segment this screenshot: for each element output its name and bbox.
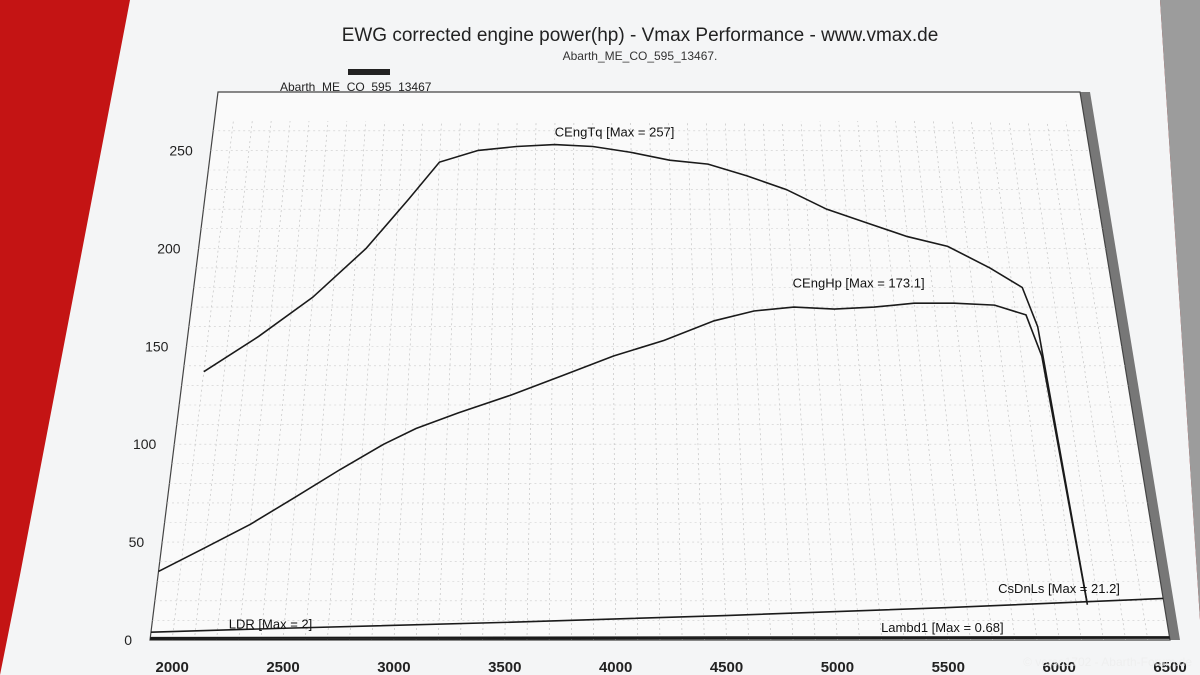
grid-line-x xyxy=(327,121,367,641)
series-label: CsDnLs [Max = 21.2] xyxy=(998,581,1120,596)
grid-line-x xyxy=(743,121,772,641)
grid-line-x xyxy=(876,121,927,641)
x-tick-label: 5500 xyxy=(932,659,965,675)
grid-line-x xyxy=(304,121,348,641)
x-tick-label: 6000 xyxy=(1042,659,1075,675)
grid xyxy=(152,120,1167,641)
grid-line-x xyxy=(171,121,234,641)
grid-line-x xyxy=(282,121,329,641)
plot-shadow xyxy=(1080,92,1180,640)
grid-line-x xyxy=(571,121,575,641)
x-tick-label: 3500 xyxy=(488,659,521,675)
series-line xyxy=(150,637,1170,640)
grid-line-x xyxy=(194,121,253,641)
grid-line-x xyxy=(504,121,518,641)
grid-line-x xyxy=(393,121,423,641)
x-tick-label: 4000 xyxy=(599,659,632,675)
grid-line-x xyxy=(460,121,480,641)
grid-line-x xyxy=(895,121,949,641)
y-axis: 0 50 100 150 200 250 xyxy=(124,142,193,648)
grid-line-x xyxy=(260,121,310,641)
y-tick-label: 50 xyxy=(129,534,145,550)
series-label: LDR [Max = 2] xyxy=(229,616,312,631)
x-tick-label: 2500 xyxy=(266,659,299,675)
series-line xyxy=(203,143,1088,601)
legend-swatch xyxy=(348,69,390,75)
series-label: CEngTq [Max = 257] xyxy=(555,125,675,140)
x-tick-label: 5000 xyxy=(821,659,854,675)
grid-line-x xyxy=(415,121,442,641)
y-tick-label: 150 xyxy=(145,338,169,354)
x-tick-label: 4500 xyxy=(710,659,743,675)
grid-line-x xyxy=(838,121,883,641)
grid-line-x xyxy=(989,121,1060,641)
grid-line-x xyxy=(482,121,499,641)
grid-line-x xyxy=(933,121,993,641)
x-tick-label: 2000 xyxy=(155,659,188,675)
series-label: Lambd1 [Max = 0.68] xyxy=(881,620,1004,635)
series-layer xyxy=(150,143,1170,640)
grid-line-x xyxy=(668,121,683,641)
x-axis: 2000 2500 3000 3500 4000 4500 5000 5500 6000 6500 xyxy=(155,659,1186,675)
grid-line-x xyxy=(630,121,639,641)
grid-line-x xyxy=(238,121,291,641)
series-line xyxy=(150,597,1164,633)
grid-line-x xyxy=(970,121,1038,641)
grid-line-x xyxy=(952,121,1016,641)
grid-line-x xyxy=(819,121,860,641)
grid-line-x xyxy=(781,121,816,641)
grid-line-x xyxy=(216,121,272,641)
grid-line-x xyxy=(1008,121,1082,641)
y-tick-label: 250 xyxy=(169,142,193,158)
grid-line-x xyxy=(857,121,905,641)
grid-line-x xyxy=(526,121,537,641)
grid-line-x xyxy=(437,121,461,641)
grid-line-x xyxy=(592,121,594,641)
series-line xyxy=(158,302,1089,605)
grid-line-x xyxy=(724,121,749,641)
x-tick-label: 6500 xyxy=(1153,659,1186,675)
series-line xyxy=(150,636,1170,639)
grid-line-x xyxy=(371,121,404,641)
grid-line-x xyxy=(800,121,838,641)
grid-line-x xyxy=(349,121,385,641)
y-tick-label: 200 xyxy=(157,240,181,256)
grid-line-x xyxy=(762,121,794,641)
grid-line-x xyxy=(706,121,727,641)
watermark: © verso1702 - Abarth-Forum.de xyxy=(1023,655,1192,669)
series-label: CEngHp [Max = 173.1] xyxy=(793,276,925,291)
grid-line-x xyxy=(611,121,616,641)
x-tick-label: 3000 xyxy=(377,659,410,675)
chart-subtitle: Abarth_ME_CO_595_13467. xyxy=(562,49,718,63)
grid-line-x xyxy=(687,121,705,641)
chart-title: EWG corrected engine power(hp) - Vmax Pe… xyxy=(341,25,939,46)
y-tick-label: 0 xyxy=(124,632,132,648)
y-tick-label: 100 xyxy=(133,436,157,452)
legend-label: Abarth_ME_CO_595_13467 xyxy=(280,80,432,94)
grid-line-x xyxy=(548,121,556,641)
grid-line-x xyxy=(649,121,661,641)
series-labels: CEngTq [Max = 257] CEngHp [Max = 173.1] Cs… xyxy=(229,125,1120,635)
grid-line-x xyxy=(914,121,971,641)
